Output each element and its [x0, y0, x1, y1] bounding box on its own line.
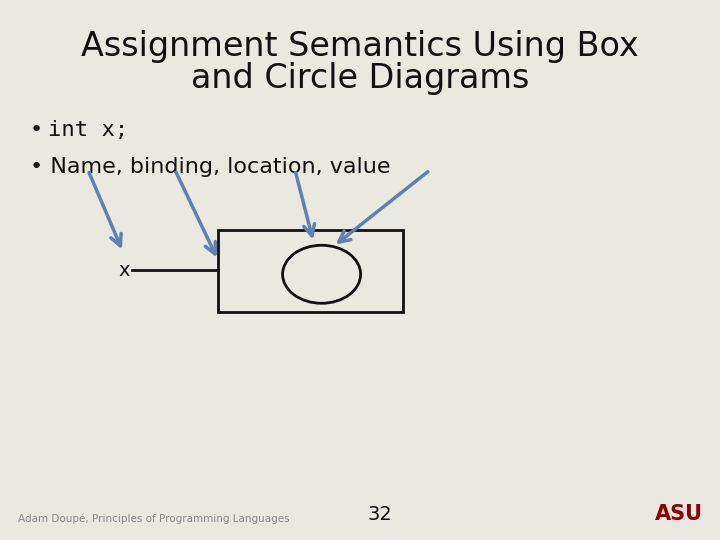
Text: ASU: ASU — [655, 504, 703, 524]
Ellipse shape — [283, 245, 361, 303]
Text: Assignment Semantics Using Box: Assignment Semantics Using Box — [81, 30, 639, 63]
Text: int x;: int x; — [48, 120, 128, 140]
Bar — [218, 230, 403, 312]
Text: 32: 32 — [368, 505, 392, 524]
Text: •: • — [30, 120, 43, 140]
Text: Adam Doupé, Principles of Programming Languages: Adam Doupé, Principles of Programming La… — [18, 514, 289, 524]
Text: • Name, binding, location, value: • Name, binding, location, value — [30, 157, 390, 177]
Text: and Circle Diagrams: and Circle Diagrams — [191, 62, 529, 95]
Text: x: x — [118, 260, 130, 280]
